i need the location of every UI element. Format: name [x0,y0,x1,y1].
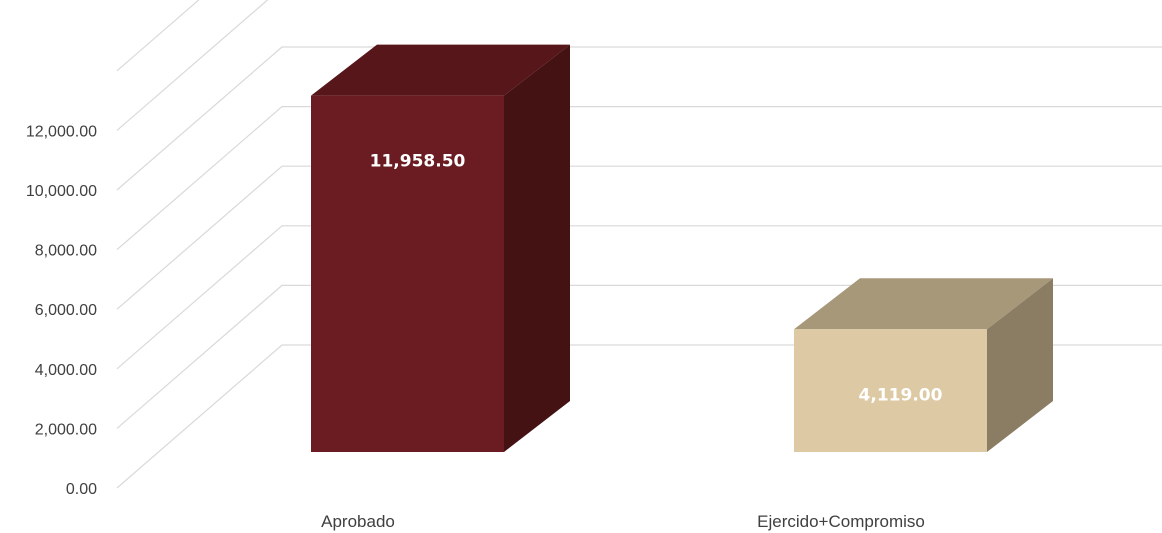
y-tick-label: 2,000.00 [35,421,97,438]
x-axis-categories: Aprobado Ejercido+Compromiso [321,512,925,531]
bar-front-face [311,95,504,452]
y-tick-label: 6,000.00 [35,302,97,319]
gridlines [116,0,1162,489]
y-tick-label: 4,000.00 [35,362,97,379]
data-label: 4,119.00 [859,385,943,405]
y-tick-label: 10,000.00 [26,183,97,200]
gridline [116,46,1162,191]
gridline [116,105,1162,251]
bar-1: 11,958.50 [311,44,570,453]
y-axis-ticks: 0.00 2,000.00 4,000.00 6,000.00 8,000.00 10,0… [26,123,97,498]
bar-2: 4,119.00 [794,278,1053,452]
y-tick-label: 12,000.00 [26,123,97,140]
gridline [116,225,1162,370]
gridline [116,0,269,131]
y-tick-label: 8,000.00 [35,243,97,260]
bar-top-face [794,278,1053,330]
category-label: Aprobado [321,512,395,531]
gridline [116,0,200,72]
gridline [116,165,1162,310]
bar-top-face [311,44,570,96]
bars: 11,958.50 4,119.00 [311,44,1053,453]
bar-side-face [504,44,570,453]
data-label: 11,958.50 [370,152,466,172]
bar-side-face [987,278,1053,452]
category-label: Ejercido+Compromiso [757,512,925,531]
y-tick-label: 0.00 [66,481,97,498]
bar-front-face [794,329,987,452]
